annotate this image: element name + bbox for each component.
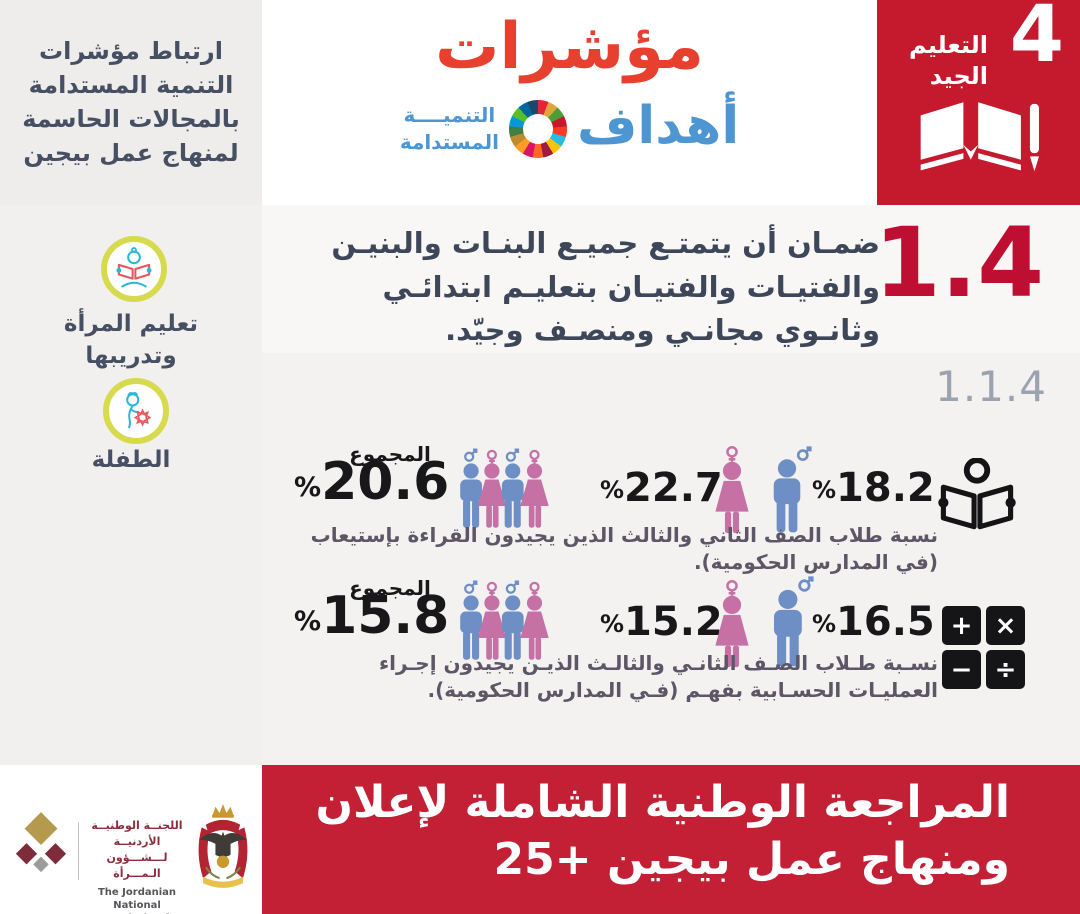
jncw-arabic-line1: اللجنــة الوطنيــة الأردنيــة	[91, 819, 183, 848]
jncw-logo	[15, 812, 67, 873]
row1-female-value: % 22.7	[600, 465, 723, 511]
sdg-logo-row: التنميــــة المستدامة أهداف	[262, 96, 877, 158]
sdg4-number: 4	[1009, 0, 1064, 80]
row2-total-value: % 15.8	[294, 586, 450, 646]
goals-word: أهداف	[577, 96, 740, 156]
left-note-line: بالمجالات الحاسمة	[22, 105, 240, 134]
female-figure-icon	[715, 446, 749, 534]
banner-line2: ومنهاج عمل بيجين +25	[493, 834, 1010, 886]
percent-sign: %	[600, 610, 625, 638]
sidebar-circle-girl-child	[103, 378, 169, 444]
percent-sign: %	[294, 606, 322, 637]
sidebar-label-girl-child: الطفلة	[91, 447, 171, 473]
male-figure-icon	[774, 576, 814, 667]
sdg-color-wheel-icon	[509, 100, 568, 158]
multiply-cell: ×	[986, 606, 1025, 645]
female-figure-icon	[715, 580, 749, 668]
header-center	[262, 0, 877, 205]
footer-banner	[262, 765, 1080, 914]
logo-divider	[78, 822, 79, 880]
row1-male-value: % 18.2	[812, 465, 935, 511]
percent-sign: %	[812, 476, 837, 504]
left-note-line: ارتباط مؤشرات	[39, 37, 223, 65]
sdg4-label-line2: الجيد	[929, 62, 988, 91]
group-figures-icon	[460, 448, 549, 528]
sidebar-circle-women-education	[101, 236, 167, 302]
minus-cell: −	[942, 650, 981, 689]
sdg-subtitle-line1: التنميــــة	[403, 103, 496, 127]
row2-total-label: المجموع	[349, 576, 431, 600]
jncw-english: The Jordanian National Commission for Wo…	[93, 886, 180, 914]
row1-caption: نسبة طلاب الصف الثاني والثالث الذين يجيد…	[310, 523, 938, 574]
percent-sign: %	[812, 610, 837, 638]
main-title: مؤشرات	[435, 10, 704, 84]
target-number: 1.4	[873, 207, 1044, 319]
divide-cell: ÷	[986, 650, 1025, 689]
banner-line1: المراجعة الوطنية الشاملة لإعلان	[315, 777, 1010, 828]
percent-sign: %	[600, 476, 625, 504]
banner-title: المراجعة الوطنية الشاملة لإعلان ومنهاج ع…	[315, 774, 1010, 888]
woman-reading-icon	[116, 247, 152, 288]
row2-female-value: % 15.2	[600, 599, 723, 645]
sidebar-label-line: تعليم المرأة	[63, 311, 199, 337]
sidebar-label-women-education: تعليم المرأة وتدريبها	[26, 308, 236, 372]
person-reading-icon	[938, 458, 1016, 530]
left-note: ارتباط مؤشرات التنمية المستدامة بالمجالا…	[20, 34, 242, 170]
sdg-subtitle-line2: المستدامة	[399, 130, 500, 154]
girl-star-icon	[126, 391, 152, 429]
target-description: ضمـان أن يتمتـع جميـع البنـات والبنيـن و…	[331, 226, 880, 347]
sdg4-box: 4 التعليم الجيد	[877, 0, 1080, 205]
row1-total-value: % 20.6	[294, 452, 450, 512]
math-operations-icon: + × − ÷	[942, 606, 1025, 689]
row2-male-value: % 16.5	[812, 599, 935, 645]
sidebar-label-line: وتدريبها	[85, 343, 177, 370]
male-figure-icon	[773, 446, 812, 533]
row1-total-label: المجموع	[349, 442, 431, 466]
row2-caption: نسـبة طـلاب الصـف الثانـي والثالـث الذيـ…	[378, 651, 938, 702]
jncw-text-block: اللجنــة الوطنيــة الأردنيــة لـــشـــؤو…	[86, 818, 188, 914]
jordan-coat-of-arms	[198, 804, 248, 888]
target-band	[262, 205, 1080, 353]
sdg-logo-subtitle: التنميــــة المستدامة	[400, 102, 499, 156]
jncw-arabic-line2: لـــشـــؤون الـمـــرأة	[106, 850, 168, 880]
percent-sign: %	[294, 472, 322, 503]
sdg4-label-line1: التعليم	[909, 31, 988, 59]
sdg4-label: التعليم الجيد	[909, 30, 988, 92]
left-note-line: لمنهاج عمل بيجين	[23, 139, 239, 168]
group-figures-icon	[460, 580, 549, 660]
open-book-pencil-icon	[920, 102, 1039, 172]
left-note-line: التنمية المستدامة	[28, 71, 234, 100]
header-left-note-box: ارتباط مؤشرات التنمية المستدامة بالمجالا…	[0, 0, 262, 205]
indicator-number: 1.1.4	[935, 362, 1047, 411]
plus-cell: +	[942, 606, 981, 645]
